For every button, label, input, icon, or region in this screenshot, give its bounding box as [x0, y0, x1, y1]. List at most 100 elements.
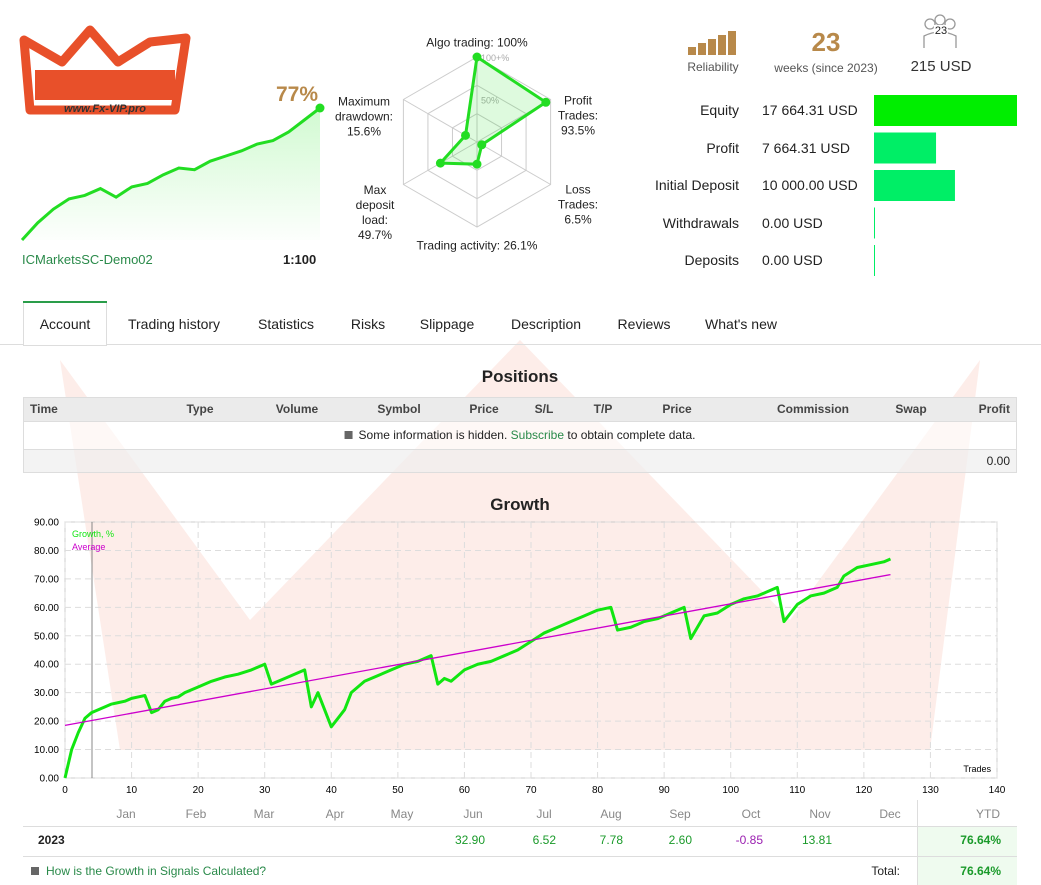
positions-title: Positions	[481, 367, 559, 386]
balance-value: 17 664.31 USD	[762, 102, 858, 118]
balance-bar	[874, 132, 937, 164]
y-tick-label: 20.00	[34, 717, 59, 728]
balance-bar	[874, 170, 955, 201]
notice-after: to obtain complete data.	[567, 428, 696, 442]
weeks-label: weeks (since 2023)	[774, 61, 878, 75]
column-header: Type	[186, 402, 214, 416]
radar-axis-value: 26.1%	[503, 238, 538, 253]
table-total-bg	[23, 449, 1017, 473]
subscribers: 23	[933, 25, 949, 37]
subscribe-link[interactable]: Subscribe	[510, 428, 565, 442]
x-tick-label: 40	[326, 785, 338, 796]
radar-label: Loss Trades: 6.5%	[551, 183, 606, 228]
legend-entry: Average	[72, 542, 105, 552]
radar-point	[435, 158, 445, 168]
y-tick-label: 80.00	[34, 546, 59, 557]
total-value: 76.64%	[960, 864, 1001, 878]
series-line	[64, 573, 891, 727]
radar-axis-value: 100%	[497, 35, 528, 50]
month-header: Mar	[253, 807, 275, 821]
balance-bar	[874, 245, 875, 276]
radar-label: Maximum drawdown: 15.6%	[329, 95, 399, 140]
month-header: Feb	[185, 807, 207, 821]
x-tick-label: 30	[259, 785, 271, 796]
radar-point	[472, 159, 482, 169]
balance-value: 7 664.31 USD	[762, 139, 850, 156]
month-value: 13.81	[801, 833, 832, 847]
balance-bar	[874, 95, 1017, 126]
month-header: Nov	[809, 807, 831, 821]
month-value: 32.90	[454, 833, 485, 847]
month-header: Sep	[669, 807, 691, 821]
month-header: Apr	[325, 807, 345, 821]
chart-title: Growth	[490, 495, 550, 514]
radar-axis-name: Loss Trades:	[557, 182, 599, 212]
x-tick-label: 140	[989, 785, 1006, 796]
series-line	[63, 557, 892, 779]
x-tick-label: 20	[193, 785, 205, 796]
tab[interactable]: Description	[510, 316, 582, 332]
notice-text: Some information is hidden.	[358, 428, 508, 442]
ytd-header: YTD	[976, 807, 1000, 821]
people-icon	[934, 14, 946, 26]
month-value: 7.78	[599, 833, 623, 847]
reliability-bar	[688, 47, 696, 55]
tab[interactable]: Trading history	[127, 316, 221, 332]
tab[interactable]: Risks	[350, 316, 386, 332]
radar-label: Profit Trades: 93.5%	[547, 94, 609, 139]
sparkline-end	[315, 103, 325, 113]
radar-axis-name: Profit Trades:	[557, 93, 599, 123]
y-tick-label: 50.00	[34, 631, 59, 642]
people-icon	[944, 18, 956, 30]
tab[interactable]: Slippage	[419, 316, 475, 332]
column-header: Volume	[275, 402, 319, 416]
column-header: T/P	[593, 402, 613, 416]
x-tick-label: 10	[126, 785, 138, 796]
y-tick-label: 70.00	[34, 574, 59, 585]
radar-axis-value: 15.6%	[346, 124, 382, 139]
month-header: May	[390, 807, 414, 821]
radar-area	[437, 54, 549, 166]
radar-label: Trading activity: 26.1%	[397, 239, 557, 254]
sparkline	[20, 106, 321, 242]
logo-band	[35, 70, 175, 100]
x-tick-label: 60	[459, 785, 471, 796]
radar-axis-name: Trading activity:	[416, 238, 501, 253]
month-value: 2.60	[668, 833, 692, 847]
tab-active[interactable]: Account	[39, 316, 91, 332]
x-axis-label: Trades	[963, 764, 991, 774]
radar-point	[477, 140, 487, 150]
y-tick-label: 10.00	[34, 745, 59, 756]
positions-total: 0.00	[986, 454, 1010, 468]
month-header: Dec	[879, 807, 901, 821]
x-tick-label: 80	[592, 785, 604, 796]
radar-spoke	[476, 141, 551, 185]
x-tick-label: 100	[722, 785, 739, 796]
help-icon	[31, 867, 39, 875]
notice-icon	[344, 431, 353, 439]
radar-point	[541, 97, 551, 107]
reliability-bar	[728, 31, 736, 55]
weeks: 23	[811, 27, 841, 57]
reliability-bar	[708, 39, 716, 55]
column-header: Swap	[895, 402, 927, 416]
legend-entry: Growth, %	[72, 529, 114, 539]
x-tick-label: 130	[922, 785, 939, 796]
month-header: Jul	[536, 807, 552, 821]
tab[interactable]: Reviews	[617, 316, 671, 332]
growth-help-link[interactable]: How is the Growth in Signals Calculated?	[46, 864, 267, 878]
radar-axis-name: Algo trading:	[426, 35, 494, 50]
radar-axis-name: Maximum drawdown:	[334, 94, 394, 124]
ytd-bg	[917, 826, 1017, 885]
tab[interactable]: What's new	[705, 316, 777, 332]
y-tick-label: 40.00	[34, 660, 59, 671]
account-link[interactable]: ICMarketsSC-Demo02	[22, 252, 153, 267]
tab[interactable]: Statistics	[257, 316, 315, 332]
column-header: Price	[662, 402, 692, 416]
column-header: Price	[469, 402, 499, 416]
radar-axis-value: 6.5%	[564, 212, 592, 227]
balance-value: 10 000.00 USD	[762, 177, 858, 193]
column-header: Commission	[776, 402, 850, 416]
